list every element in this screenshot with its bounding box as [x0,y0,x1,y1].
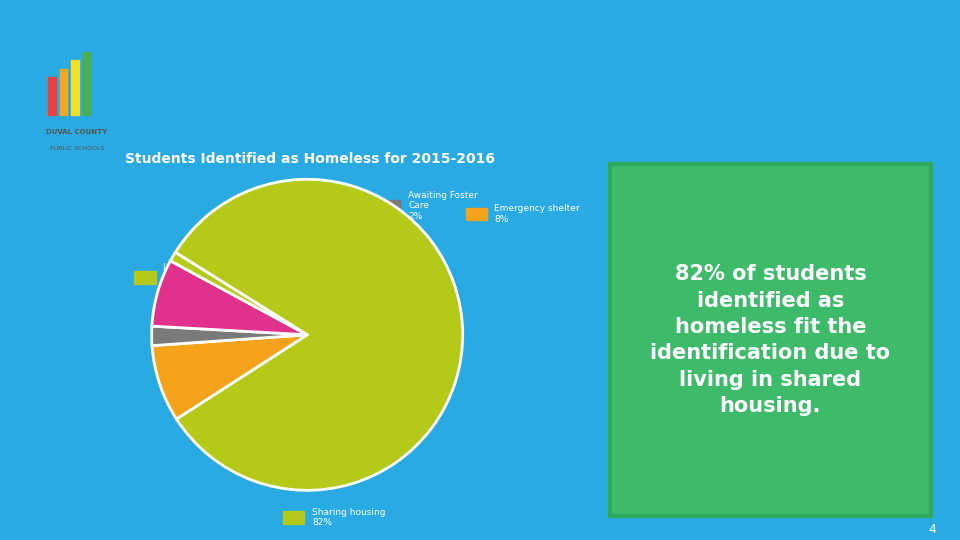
Text: Awaiting Foster
Care
2%: Awaiting Foster Care 2% [408,191,478,221]
Bar [71,60,79,115]
Text: DISTRICT ENROLLMENT DATA: DISTRICT ENROLLMENT DATA [202,52,885,94]
Text: 82% of students
identified as
homeless fit the
identification due to
living in s: 82% of students identified as homeless f… [650,264,891,416]
Bar [134,272,156,284]
Text: Students Identified as Homeless for 2015-2016: Students Identified as Homeless for 2015… [125,152,494,166]
Wedge shape [176,179,463,490]
Bar [94,69,102,115]
Text: Sharing housing
82%: Sharing housing 82% [312,508,386,528]
Bar [83,52,90,115]
Bar [379,200,400,212]
Wedge shape [152,326,307,346]
Bar [254,232,276,244]
Bar [48,77,56,115]
FancyBboxPatch shape [610,164,931,516]
Wedge shape [152,335,307,419]
Text: PUBLIC SCHOOLS: PUBLIC SCHOOLS [50,146,104,151]
Text: Living in cars, parks,
campgrounds
1%: Living in cars, parks, campgrounds 1% [163,263,256,293]
Text: 4: 4 [928,523,936,536]
Text: Emergency shelter
8%: Emergency shelter 8% [494,204,580,224]
Text: Living in hotels or
motels
7%: Living in hotels or motels 7% [283,223,365,253]
Bar [283,511,304,524]
Wedge shape [152,261,307,335]
Bar [466,207,487,220]
Wedge shape [170,252,307,335]
Bar [60,69,67,115]
Text: DUVAL COUNTY: DUVAL COUNTY [46,129,108,135]
